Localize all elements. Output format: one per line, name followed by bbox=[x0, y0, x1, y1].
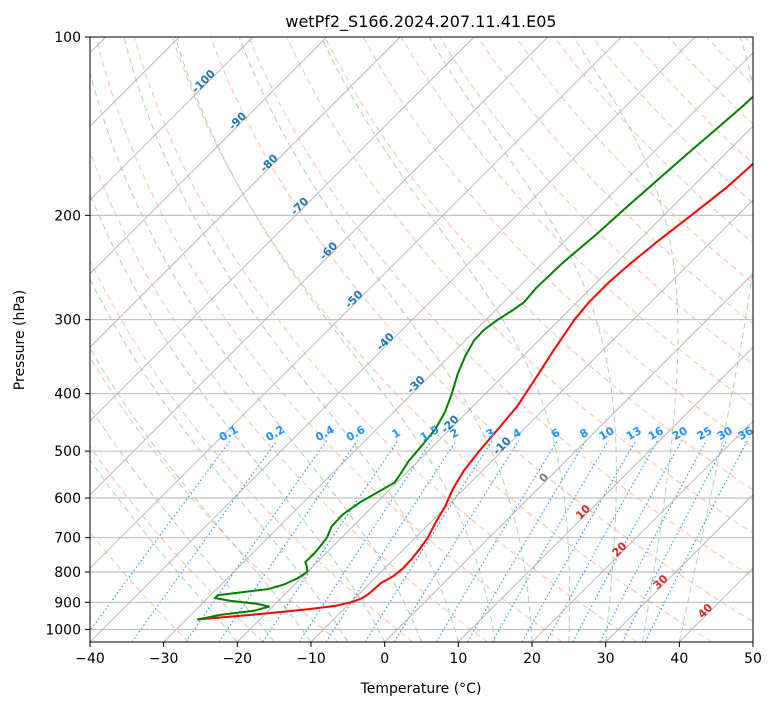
chart-title: wetPf2_S166.2024.207.11.41.E05 bbox=[285, 12, 556, 32]
x-tick-label: −20 bbox=[223, 651, 253, 667]
y-tick-label: 1000 bbox=[45, 622, 81, 638]
dry-adiabat-line bbox=[515, 37, 753, 284]
dry-adiabat-line bbox=[171, 37, 712, 642]
mixing-ratio-line bbox=[298, 440, 432, 642]
isotherm-line bbox=[236, 125, 753, 642]
x-tick-label: 50 bbox=[744, 651, 762, 667]
y-tick-label: 600 bbox=[54, 491, 81, 507]
y-axis: 100 200 300 400 500 600 700 800 900 1000 bbox=[45, 30, 90, 638]
isotherm-line bbox=[457, 346, 753, 642]
x-tick-label: 20 bbox=[523, 651, 541, 667]
y-tick-label: 700 bbox=[54, 531, 81, 547]
mixing-ratio-line bbox=[521, 440, 637, 642]
y-tick-label: 500 bbox=[54, 444, 81, 460]
isotherm-line bbox=[310, 199, 753, 642]
dry-adiabat-line bbox=[248, 37, 753, 578]
moist-adiabat-line bbox=[90, 70, 422, 642]
mixing-ratio-line bbox=[491, 440, 609, 642]
mixing-ratio-line bbox=[325, 440, 457, 642]
x-tick-label: 10 bbox=[449, 651, 467, 667]
dry-adiabat-line bbox=[324, 37, 753, 491]
isotherm-line bbox=[90, 37, 328, 275]
dry-adiabat-line bbox=[286, 37, 753, 534]
y-axis-title: Pressure (hPa) bbox=[12, 290, 28, 390]
dry-adiabat-line bbox=[90, 259, 414, 642]
mixing-ratio-line bbox=[572, 440, 683, 642]
isotherm-line bbox=[90, 37, 622, 569]
x-tick-label: −40 bbox=[75, 651, 105, 667]
dewpoint-line bbox=[197, 95, 753, 621]
y-tick-label: 200 bbox=[54, 208, 81, 224]
moist-adiabat-line bbox=[90, 459, 238, 642]
dry-adiabat-line bbox=[95, 37, 563, 642]
mixing-ratio-line bbox=[545, 440, 659, 642]
x-tick-label: −30 bbox=[149, 651, 179, 667]
isotherm-line bbox=[90, 37, 549, 496]
mixing-ratio-line bbox=[131, 440, 278, 642]
moist-adiabat-line bbox=[320, 37, 571, 642]
x-tick-label: 30 bbox=[597, 651, 615, 667]
y-tick-label: 800 bbox=[54, 565, 81, 581]
y-tick-label: 900 bbox=[54, 595, 81, 611]
moist-adiabat-line bbox=[90, 192, 386, 642]
series-group bbox=[197, 95, 753, 621]
isotherm-line bbox=[90, 37, 401, 348]
x-axis: −40 −30 −20 −10 0 10 20 30 40 50 bbox=[75, 642, 762, 667]
mixing-ratio-line bbox=[435, 440, 558, 642]
plot-background bbox=[90, 37, 753, 642]
x-tick-label: 40 bbox=[670, 651, 688, 667]
plot-frame bbox=[89, 36, 754, 643]
mixing-ratio-line bbox=[644, 440, 748, 642]
moist-adiabat-line bbox=[238, 37, 533, 642]
background-lines bbox=[90, 37, 753, 642]
dry-adiabat-line bbox=[133, 37, 638, 642]
mixing-ratio-line bbox=[262, 440, 399, 642]
y-tick-label: 400 bbox=[54, 387, 81, 403]
y-tick-label: 100 bbox=[54, 30, 81, 46]
isotherm-line bbox=[163, 52, 753, 642]
moist-adiabat-line bbox=[174, 37, 496, 642]
x-tick-label: −10 bbox=[296, 651, 326, 667]
x-tick-label: 0 bbox=[380, 651, 389, 667]
mixing-ratio-line bbox=[185, 440, 328, 642]
isotherm-line bbox=[752, 641, 753, 642]
moist-adiabat-line bbox=[90, 278, 349, 642]
dry-adiabat-line bbox=[210, 37, 753, 623]
mixing-ratio-line bbox=[467, 440, 587, 642]
mixing-ratio-line bbox=[90, 440, 231, 632]
moist-adiabat-line bbox=[572, 37, 679, 642]
isotherm-line bbox=[605, 494, 753, 642]
dry-adiabat-line bbox=[90, 445, 264, 642]
isotherm-line bbox=[384, 273, 753, 642]
isotherm-line bbox=[531, 420, 753, 642]
x-axis-title: Temperature (°C) bbox=[360, 681, 482, 697]
mixing-ratio-line bbox=[364, 440, 493, 642]
isotherm-line bbox=[90, 37, 254, 201]
temperature-line bbox=[197, 162, 753, 621]
moist-adiabat-line bbox=[678, 37, 753, 642]
isotherm-line bbox=[90, 37, 475, 422]
dry-adiabat-line bbox=[90, 356, 339, 642]
y-tick-label: 300 bbox=[54, 313, 81, 329]
moist-adiabat-line bbox=[428, 37, 617, 642]
isotherm-line bbox=[90, 37, 696, 642]
grid bbox=[90, 37, 753, 642]
